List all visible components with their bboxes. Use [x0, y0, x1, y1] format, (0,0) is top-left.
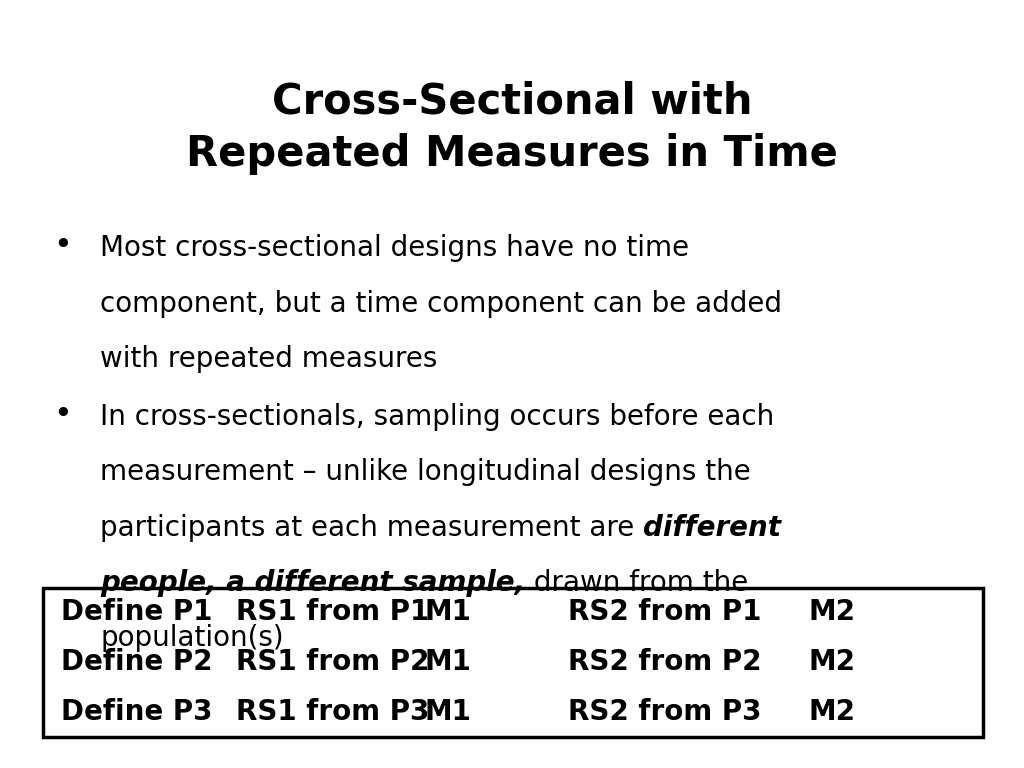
- Text: •: •: [53, 230, 72, 261]
- Text: RS1 from P3: RS1 from P3: [236, 698, 429, 727]
- Text: RS2 from P2: RS2 from P2: [568, 648, 762, 677]
- Text: M1: M1: [425, 698, 472, 727]
- Text: M1: M1: [425, 648, 472, 677]
- Text: RS1 from P2: RS1 from P2: [236, 648, 429, 677]
- Text: population(s): population(s): [100, 624, 284, 652]
- Text: Define P3: Define P3: [61, 698, 213, 727]
- Text: Define P1: Define P1: [61, 598, 213, 627]
- Text: Define P2: Define P2: [61, 648, 213, 677]
- Text: people, a different sample,: people, a different sample,: [100, 569, 525, 597]
- Text: M1: M1: [425, 598, 472, 627]
- Text: Cross-Sectional with
Repeated Measures in Time: Cross-Sectional with Repeated Measures i…: [186, 81, 838, 174]
- Text: Most cross-sectional designs have no time: Most cross-sectional designs have no tim…: [100, 234, 689, 262]
- Text: participants at each measurement are: participants at each measurement are: [100, 514, 643, 541]
- Text: In cross-sectionals, sampling occurs before each: In cross-sectionals, sampling occurs bef…: [100, 403, 774, 431]
- Text: component, but a time component can be added: component, but a time component can be a…: [100, 290, 782, 317]
- Text: M2: M2: [809, 648, 856, 677]
- Text: different: different: [643, 514, 781, 541]
- Text: •: •: [53, 399, 72, 430]
- Text: RS2 from P1: RS2 from P1: [568, 598, 762, 627]
- Bar: [43, 588, 983, 737]
- Text: drawn from the: drawn from the: [525, 569, 749, 597]
- Text: RS1 from P1: RS1 from P1: [236, 598, 429, 627]
- Text: RS2 from P3: RS2 from P3: [568, 698, 762, 727]
- Text: M2: M2: [809, 698, 856, 727]
- Text: with repeated measures: with repeated measures: [100, 345, 437, 372]
- Text: M2: M2: [809, 598, 856, 627]
- Text: measurement – unlike longitudinal designs the: measurement – unlike longitudinal design…: [100, 458, 751, 486]
- Text: participants at each measurement are: participants at each measurement are: [100, 514, 643, 541]
